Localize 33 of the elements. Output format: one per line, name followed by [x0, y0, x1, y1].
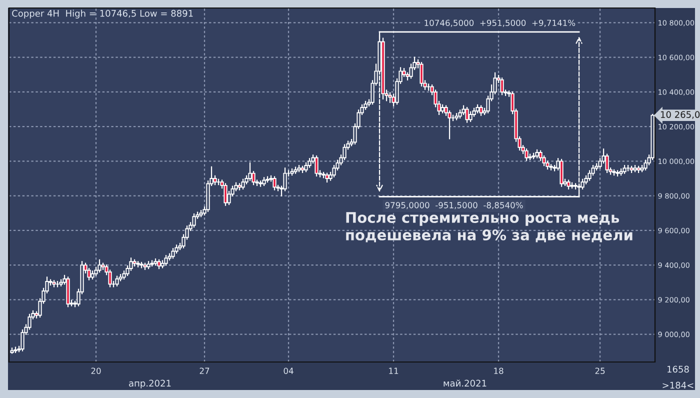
x-tick-label: 04 [284, 368, 294, 374]
chart-title: Copper 4H High = 10746,5 Low = 8891 [12, 10, 193, 19]
candlestick [560, 158, 564, 187]
candlestick [314, 155, 318, 176]
candlestick [192, 213, 196, 228]
text: >184< [662, 382, 694, 389]
candlestick [115, 276, 119, 286]
x-tick-label: 11 [389, 368, 398, 374]
candlestick [420, 62, 424, 86]
x-tick-label: 25 [595, 368, 605, 374]
text: апр.2021 [129, 380, 171, 388]
candlestick [388, 92, 392, 103]
x-tick-label: 20 [91, 368, 101, 374]
candlestick [171, 248, 175, 259]
text: 1658 [668, 366, 689, 373]
candlestick [500, 78, 504, 96]
candlestick [272, 176, 276, 190]
candlestick [224, 183, 228, 206]
candlestick [241, 178, 245, 190]
ref-line-label: 9795,0000 -951,5000 -8,8540% [385, 202, 523, 210]
annotation: После стремительно роста медь подешевела на 9% за две недели [346, 212, 632, 242]
candlestick [479, 105, 483, 116]
candlestick [164, 254, 168, 266]
ref-line-label: 10746,5000 +951,5000 +9,7141% [424, 20, 576, 27]
candlestick [468, 111, 472, 122]
candlestick [524, 148, 528, 161]
text: 10 265,0 [660, 111, 700, 119]
candlestick [98, 259, 102, 273]
text: май.2021 [444, 380, 486, 387]
candlestick [248, 162, 252, 181]
candlestick [465, 106, 469, 123]
x-tick-label: 27 [200, 368, 210, 374]
x-tick-label: 18 [494, 368, 504, 374]
